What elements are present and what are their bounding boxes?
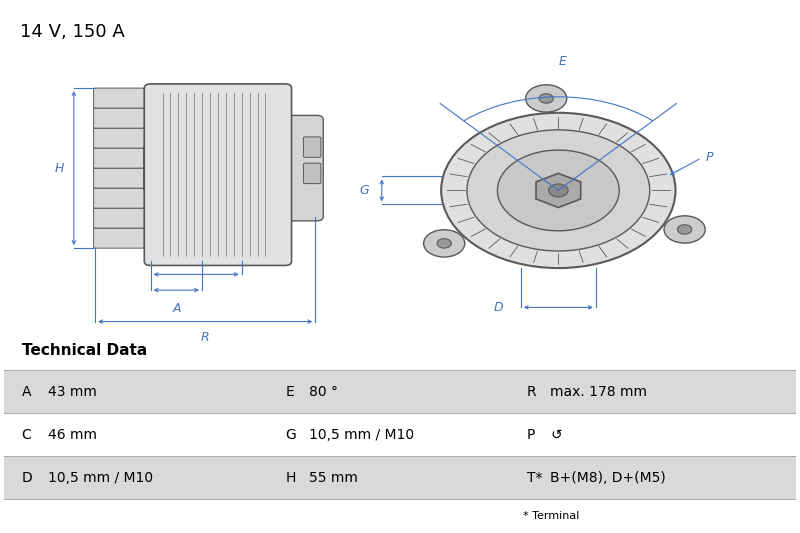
FancyBboxPatch shape — [94, 148, 144, 168]
FancyBboxPatch shape — [94, 128, 144, 148]
FancyBboxPatch shape — [94, 208, 144, 228]
Text: A: A — [22, 385, 31, 399]
Text: E: E — [286, 385, 294, 399]
FancyBboxPatch shape — [303, 163, 321, 183]
Text: G: G — [286, 428, 296, 442]
Text: D: D — [494, 301, 503, 314]
Text: 14 V, 150 A: 14 V, 150 A — [20, 22, 125, 41]
Text: T*: T* — [526, 471, 542, 485]
FancyBboxPatch shape — [94, 228, 144, 248]
Text: 43 mm: 43 mm — [48, 385, 97, 399]
Text: 10,5 mm / M10: 10,5 mm / M10 — [48, 471, 153, 485]
Text: 10,5 mm / M10: 10,5 mm / M10 — [309, 428, 414, 442]
Text: P: P — [706, 151, 713, 164]
Text: C: C — [192, 255, 201, 268]
Circle shape — [664, 216, 705, 243]
Circle shape — [441, 113, 675, 268]
Circle shape — [549, 184, 568, 197]
Text: P: P — [526, 428, 535, 442]
Circle shape — [424, 230, 465, 257]
FancyBboxPatch shape — [144, 84, 291, 265]
FancyBboxPatch shape — [94, 188, 144, 208]
Text: H: H — [286, 471, 295, 485]
FancyBboxPatch shape — [94, 88, 144, 108]
Circle shape — [526, 85, 566, 112]
Circle shape — [539, 94, 554, 103]
Text: H: H — [55, 161, 64, 175]
Text: 55 mm: 55 mm — [309, 471, 358, 485]
Circle shape — [467, 130, 650, 251]
Polygon shape — [536, 173, 581, 207]
Bar — [4, 456, 796, 499]
Text: G: G — [359, 184, 369, 197]
Text: * Terminal: * Terminal — [522, 511, 579, 521]
Text: D: D — [22, 471, 32, 485]
Circle shape — [437, 239, 451, 248]
FancyBboxPatch shape — [94, 108, 144, 128]
FancyBboxPatch shape — [275, 116, 323, 221]
Bar — [4, 414, 796, 456]
Text: R: R — [526, 385, 536, 399]
Text: E: E — [558, 54, 566, 68]
Text: 46 mm: 46 mm — [48, 428, 97, 442]
Text: max. 178 mm: max. 178 mm — [550, 385, 647, 399]
Text: C: C — [22, 428, 31, 442]
FancyBboxPatch shape — [94, 168, 144, 188]
Text: Technical Data: Technical Data — [22, 343, 147, 358]
Text: A: A — [173, 302, 181, 315]
Text: ↺: ↺ — [550, 428, 562, 442]
Bar — [4, 370, 796, 414]
Text: B+(M8), D+(M5): B+(M8), D+(M5) — [550, 471, 666, 485]
FancyBboxPatch shape — [303, 137, 321, 157]
Circle shape — [678, 225, 692, 234]
Text: 80 °: 80 ° — [309, 385, 338, 399]
Text: R: R — [201, 331, 210, 344]
Bar — [142, 146, 160, 190]
Circle shape — [498, 150, 619, 231]
